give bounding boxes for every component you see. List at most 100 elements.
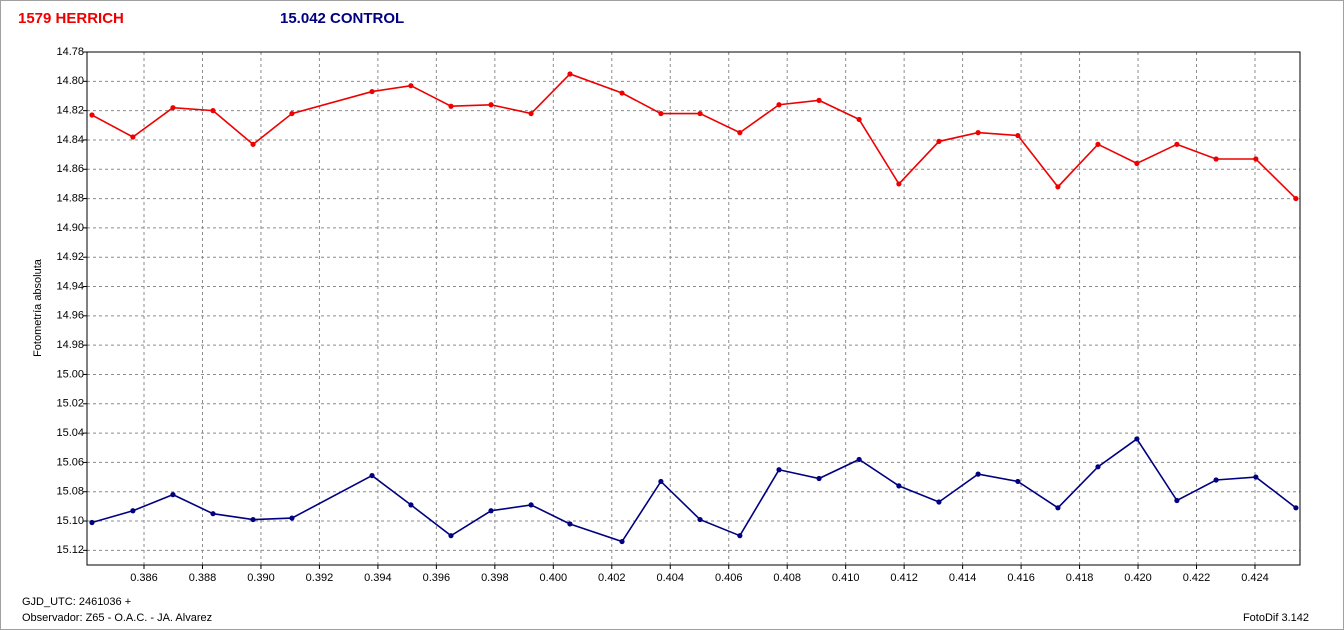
x-tick-label: 0.406 <box>715 572 743 584</box>
data-point <box>1293 505 1299 511</box>
x-tick-label: 0.410 <box>832 572 860 584</box>
data-point <box>1213 477 1219 483</box>
series-line <box>91 437 1297 543</box>
legend-entry: 1579 HERRICH <box>18 10 124 27</box>
data-point <box>250 516 256 523</box>
x-tick-label: 0.404 <box>656 572 684 584</box>
data-point <box>289 110 295 117</box>
y-tick-label: 14.82 <box>56 105 84 117</box>
data-point <box>896 181 902 187</box>
data-point <box>1055 505 1061 511</box>
data-point <box>1134 160 1140 166</box>
data-point <box>250 141 256 147</box>
y-tick-label: 14.94 <box>56 280 84 292</box>
y-tick-label: 14.78 <box>56 46 84 58</box>
data-point <box>1095 141 1101 147</box>
x-tick-label: 0.414 <box>949 572 977 584</box>
data-point <box>1015 478 1021 485</box>
x-tick-label: 0.416 <box>1007 572 1035 584</box>
x-tick-label: 0.422 <box>1183 572 1211 584</box>
data-point <box>619 90 625 96</box>
data-point <box>816 475 822 482</box>
x-tick-label: 0.396 <box>423 572 451 584</box>
data-point <box>1293 195 1299 202</box>
y-tick-label: 15.04 <box>56 427 84 439</box>
data-point <box>130 134 136 140</box>
data-point <box>856 116 862 123</box>
data-point <box>619 538 625 545</box>
y-axis-label: Fotometría absoluta <box>32 258 44 357</box>
y-tick-label: 14.92 <box>56 251 84 263</box>
data-point <box>289 515 295 521</box>
data-point <box>697 516 703 523</box>
data-point <box>1253 156 1259 162</box>
y-tick-label: 14.96 <box>56 310 84 322</box>
data-point <box>697 110 703 117</box>
data-point <box>1095 464 1101 470</box>
x-tick-label: 0.424 <box>1241 572 1269 584</box>
data-point <box>1134 436 1140 442</box>
x-tick-label: 0.418 <box>1066 572 1094 584</box>
series-line <box>91 73 1297 200</box>
data-point <box>89 519 95 526</box>
data-point <box>488 102 494 108</box>
data-point <box>89 112 95 118</box>
software: FotoDif 3.142 <box>1243 612 1309 624</box>
data-point <box>776 102 782 108</box>
y-tick-label: 15.12 <box>56 544 84 556</box>
data-point <box>936 499 942 505</box>
data-point <box>528 502 534 508</box>
y-tick-label: 14.98 <box>56 339 84 351</box>
data-point <box>170 105 176 111</box>
data-point <box>737 130 743 136</box>
data-point <box>896 483 902 489</box>
data-point <box>1174 497 1180 504</box>
y-tick-label: 14.84 <box>56 134 84 146</box>
data-point <box>488 508 494 514</box>
data-point <box>369 472 375 479</box>
data-point <box>210 108 216 114</box>
data-point <box>567 71 573 77</box>
data-point <box>210 511 216 517</box>
x-tick-label: 0.420 <box>1124 572 1152 584</box>
data-point <box>776 467 782 473</box>
data-point <box>408 83 414 89</box>
y-tick-label: 14.88 <box>56 192 84 204</box>
data-point <box>567 521 573 527</box>
data-point <box>448 533 454 539</box>
data-point <box>369 88 375 95</box>
data-point <box>1015 132 1021 139</box>
x-tick-label: 0.394 <box>364 572 392 584</box>
y-tick-label: 15.10 <box>56 515 84 527</box>
data-point <box>408 502 414 508</box>
data-point <box>737 533 743 539</box>
y-tick-label: 15.06 <box>56 456 84 468</box>
x-tick-label: 0.400 <box>540 572 568 584</box>
observer: Observador: Z65 - O.A.C. - JA. Alvarez <box>22 612 212 624</box>
data-point <box>1055 184 1061 190</box>
plot-area <box>87 52 1300 565</box>
data-point <box>975 130 981 136</box>
y-tick-label: 15.02 <box>56 398 84 410</box>
data-point <box>658 110 664 117</box>
data-point <box>1213 156 1219 162</box>
data-point <box>856 456 862 463</box>
x-tick-label: 0.412 <box>890 572 918 584</box>
data-point <box>936 138 942 145</box>
data-point <box>1174 141 1180 147</box>
legend-entry: 15.042 CONTROL <box>280 10 404 27</box>
data-point <box>130 508 136 514</box>
y-tick-label: 15.08 <box>56 486 84 498</box>
data-point <box>816 97 822 103</box>
x-tick-label: 0.402 <box>598 572 626 584</box>
x-tick-label: 0.388 <box>189 572 217 584</box>
data-point <box>448 103 454 109</box>
plot-border <box>86 51 1301 566</box>
data-point <box>658 478 664 485</box>
y-tick-label: 14.90 <box>56 222 84 234</box>
x-tick-label: 0.408 <box>773 572 801 584</box>
x-tick-label: 0.390 <box>247 572 275 584</box>
data-point <box>528 110 534 117</box>
y-tick-label: 15.00 <box>56 368 84 380</box>
